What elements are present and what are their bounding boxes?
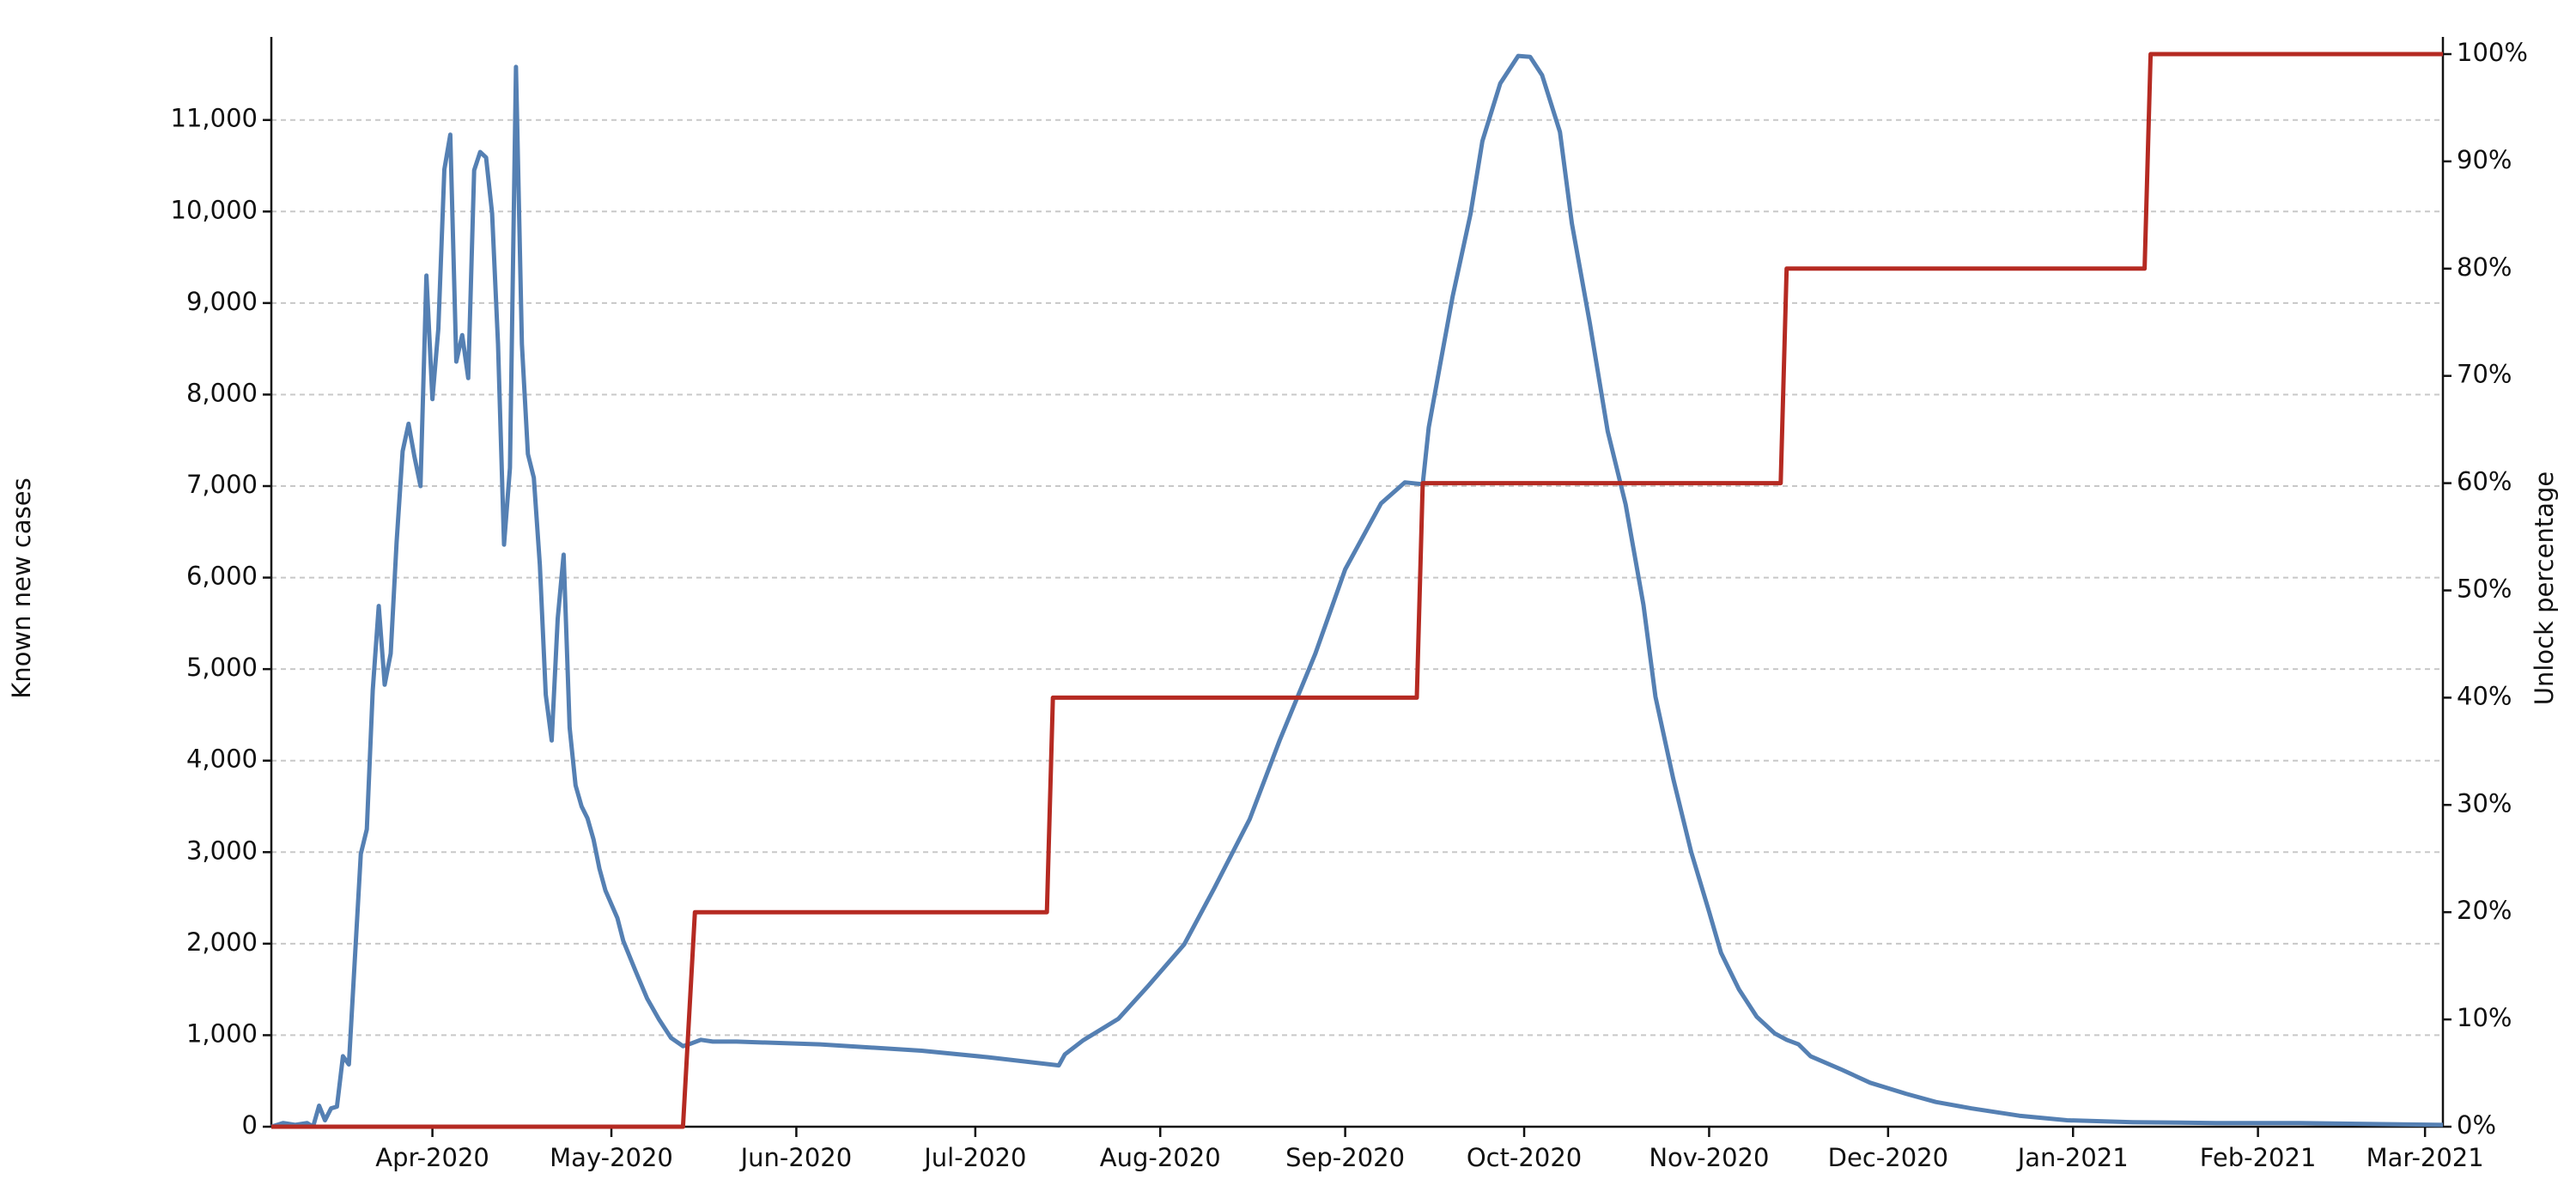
y-tick-label: 10,000 — [171, 195, 258, 224]
y-tick-label: 6,000 — [186, 562, 258, 591]
y2-tick-label: 80% — [2457, 252, 2512, 282]
x-tick-label: Sep-2020 — [1285, 1143, 1405, 1172]
y2-tick-label: 50% — [2457, 575, 2512, 604]
y2-tick-label: 100% — [2457, 38, 2528, 67]
y2-axis-title: Unlock percentage — [2530, 471, 2559, 705]
y-tick-label: 2,000 — [186, 927, 258, 957]
y2-tick-label: 60% — [2457, 467, 2512, 496]
y2-tick-label: 30% — [2457, 788, 2512, 818]
y2-tick-label: 90% — [2457, 145, 2512, 174]
data-line — [271, 52, 2443, 1129]
y2-tick-label: 70% — [2457, 360, 2512, 389]
y-tick-label: 11,000 — [171, 104, 258, 133]
y-tick-label: 4,000 — [186, 745, 258, 774]
y2-tick-label: 10% — [2457, 1003, 2512, 1032]
y-tick-label: 7,000 — [186, 470, 258, 499]
y-tick-label: 0 — [242, 1110, 258, 1140]
x-tick-label: Jan-2021 — [2016, 1143, 2129, 1172]
x-tick-label: Mar-2021 — [2366, 1143, 2484, 1172]
y-tick-label: 9,000 — [186, 287, 258, 316]
x-tick-label: Dec-2020 — [1828, 1143, 1948, 1172]
y-axis-title: Known new cases — [7, 477, 36, 698]
x-tick-label: Feb-2021 — [2200, 1143, 2317, 1172]
data-line — [270, 53, 2444, 1129]
x-tick-label: Apr-2020 — [375, 1143, 489, 1172]
y2-tick-label: 20% — [2457, 896, 2512, 925]
x-tick-label: Nov-2020 — [1649, 1143, 1769, 1172]
y-tick-label: 3,000 — [186, 836, 258, 865]
x-tick-label: Aug-2020 — [1100, 1143, 1221, 1172]
y-tick-label: 8,000 — [186, 378, 258, 407]
y-tick-label: 1,000 — [186, 1019, 258, 1048]
x-tick-label: Oct-2020 — [1467, 1143, 1582, 1172]
y-tick-label: 5,000 — [186, 653, 258, 682]
x-tick-label: Jun-2020 — [739, 1143, 853, 1172]
x-tick-label: May-2020 — [550, 1143, 673, 1172]
y2-tick-label: 40% — [2457, 681, 2512, 710]
y2-tick-label: 0% — [2457, 1110, 2496, 1140]
x-tick-label: Jul-2020 — [922, 1143, 1026, 1172]
